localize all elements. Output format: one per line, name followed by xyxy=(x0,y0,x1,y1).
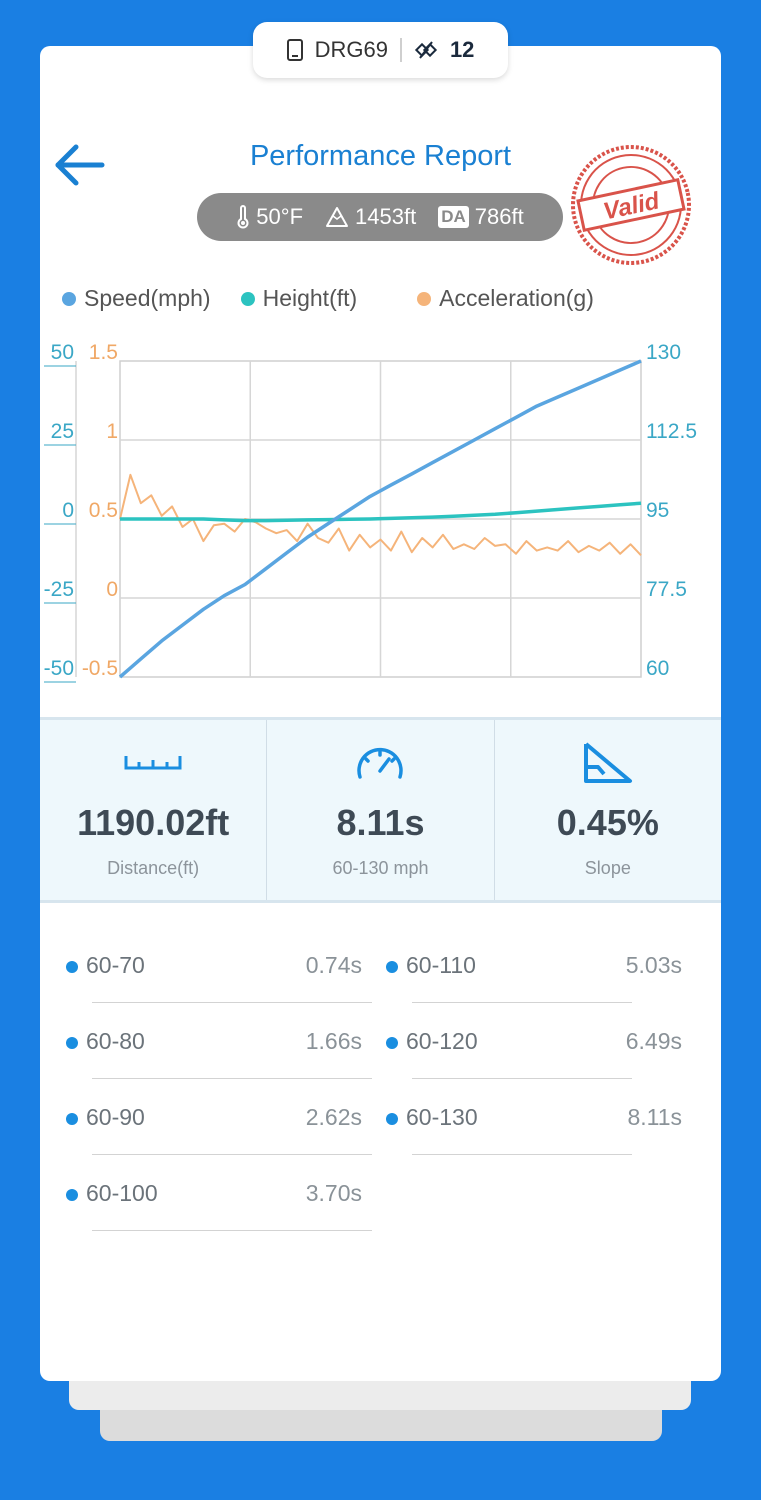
split-item: 60-100 3.70s xyxy=(62,1168,372,1244)
accel-tick-label: 0 xyxy=(106,578,118,601)
split-time: 1.66s xyxy=(305,1028,362,1054)
chart-legend: Speed(mph) Height(ft) Acceleration(g) xyxy=(62,285,594,312)
split-range: 60-100 xyxy=(86,1180,158,1206)
height-tick-label: 50 xyxy=(51,341,74,364)
divider xyxy=(412,1154,632,1155)
divider xyxy=(92,1078,372,1079)
series-line-accel xyxy=(119,473,642,556)
split-time: 8.11s xyxy=(627,1104,682,1130)
conditions-bar: 50°F 1453ft DA 786ft xyxy=(197,193,563,241)
time-stat: 8.11s 60-130 mph xyxy=(266,720,493,900)
legend-speed: Speed(mph) xyxy=(62,285,211,312)
device-icon xyxy=(286,39,303,61)
split-range: 60-90 xyxy=(86,1104,145,1130)
legend-dot xyxy=(240,291,255,306)
height-tick-label: 25 xyxy=(51,420,74,443)
device-pill[interactable]: DRG69 12 xyxy=(253,22,508,78)
legend-label: Acceleration(g) xyxy=(439,285,594,311)
temperature-value: 50°F xyxy=(256,204,304,229)
divider xyxy=(412,1078,632,1079)
split-range: 60-110 xyxy=(406,952,476,978)
split-range: 60-70 xyxy=(86,952,145,978)
speed-tick-label: 77.5 xyxy=(646,578,687,601)
bullet xyxy=(66,1113,78,1125)
speed-tick-label: 60 xyxy=(646,657,669,680)
slope-icon xyxy=(583,742,632,783)
slope-label: Slope xyxy=(584,858,631,878)
device-name: DRG69 xyxy=(314,37,388,62)
series-line-speed xyxy=(118,359,642,679)
split-item: 60-70 0.74s xyxy=(62,940,372,1016)
speed-tick-label: 130 xyxy=(646,341,681,364)
report-card xyxy=(40,46,721,1381)
distance-stat: 1190.02ft Distance(ft) xyxy=(40,720,266,900)
slope-value: 0.45% xyxy=(556,802,659,843)
legend-height: Height(ft) xyxy=(240,285,358,312)
split-item: 60-90 2.62s xyxy=(62,1092,372,1168)
split-time: 3.70s xyxy=(305,1180,362,1206)
mountain-icon xyxy=(326,207,349,227)
split-time: 5.03s xyxy=(625,952,682,978)
speedometer-icon xyxy=(357,747,404,779)
back-arrow-icon[interactable] xyxy=(52,140,108,190)
legend-label: Height(ft) xyxy=(262,285,358,311)
bullet xyxy=(386,961,398,973)
series-line-height xyxy=(120,501,642,523)
divider xyxy=(92,1002,372,1003)
height-tick-label: -50 xyxy=(44,657,74,680)
split-time: 6.49s xyxy=(625,1028,682,1054)
accel-tick-label: -0.5 xyxy=(82,657,118,680)
split-range: 60-120 xyxy=(406,1028,478,1054)
split-item: 60-110 5.03s xyxy=(382,940,682,1016)
height-tick-label: 0 xyxy=(62,499,74,522)
distance-label: Distance(ft) xyxy=(107,858,200,878)
speed-tick-label: 112.5 xyxy=(646,420,697,443)
ruler-icon xyxy=(124,756,182,770)
speed-tick-label: 95 xyxy=(646,499,669,522)
distance-value: 1190.02ft xyxy=(77,802,230,843)
stats-panel: 1190.02ft Distance(ft) 8.11s 60-130 mph xyxy=(40,717,721,903)
divider xyxy=(399,38,402,62)
split-item: 60-80 1.66s xyxy=(62,1016,372,1092)
split-range: 60-80 xyxy=(86,1028,145,1054)
split-item: 60-120 6.49s xyxy=(382,1016,682,1092)
thermometer-icon xyxy=(237,205,249,229)
bullet xyxy=(66,1189,78,1201)
time-label: 60-130 mph xyxy=(332,858,429,878)
divider xyxy=(92,1230,372,1231)
bullet xyxy=(66,961,78,973)
bullet xyxy=(66,1037,78,1049)
satellite-count: 12 xyxy=(449,37,475,62)
altitude-value: 1453ft xyxy=(355,204,417,229)
legend-dot xyxy=(62,291,76,306)
divider xyxy=(412,1002,632,1003)
split-item: 60-130 8.11s xyxy=(382,1092,682,1168)
performance-chart: 50 25 0 -25 -50 1.5 1 0.5 0 -0.5 130 112.5 95 77.5 60 xyxy=(44,341,697,683)
time-value: 8.11s xyxy=(336,802,425,843)
legend-acceleration: Acceleration(g) xyxy=(417,285,594,312)
density-altitude-badge: DA xyxy=(438,206,469,228)
page-title: Performance Report xyxy=(249,140,512,172)
accel-tick-label: 1 xyxy=(106,420,118,443)
split-range: 60-130 xyxy=(406,1104,478,1130)
split-time: 2.62s xyxy=(305,1104,362,1130)
legend-label: Speed(mph) xyxy=(84,285,211,311)
legend-dot xyxy=(417,291,432,306)
density-altitude-value: 786ft xyxy=(474,204,524,229)
valid-stamp: Valid xyxy=(571,145,691,265)
accel-tick-label: 0.5 xyxy=(89,499,118,522)
split-time: 0.74s xyxy=(305,952,362,978)
satellite-icon xyxy=(414,41,438,59)
slope-stat: 0.45% Slope xyxy=(493,720,721,900)
divider xyxy=(92,1154,372,1155)
bullet xyxy=(386,1037,398,1049)
bullet xyxy=(386,1113,398,1125)
accel-tick-label: 1.5 xyxy=(89,341,118,364)
height-tick-label: -25 xyxy=(44,578,74,601)
